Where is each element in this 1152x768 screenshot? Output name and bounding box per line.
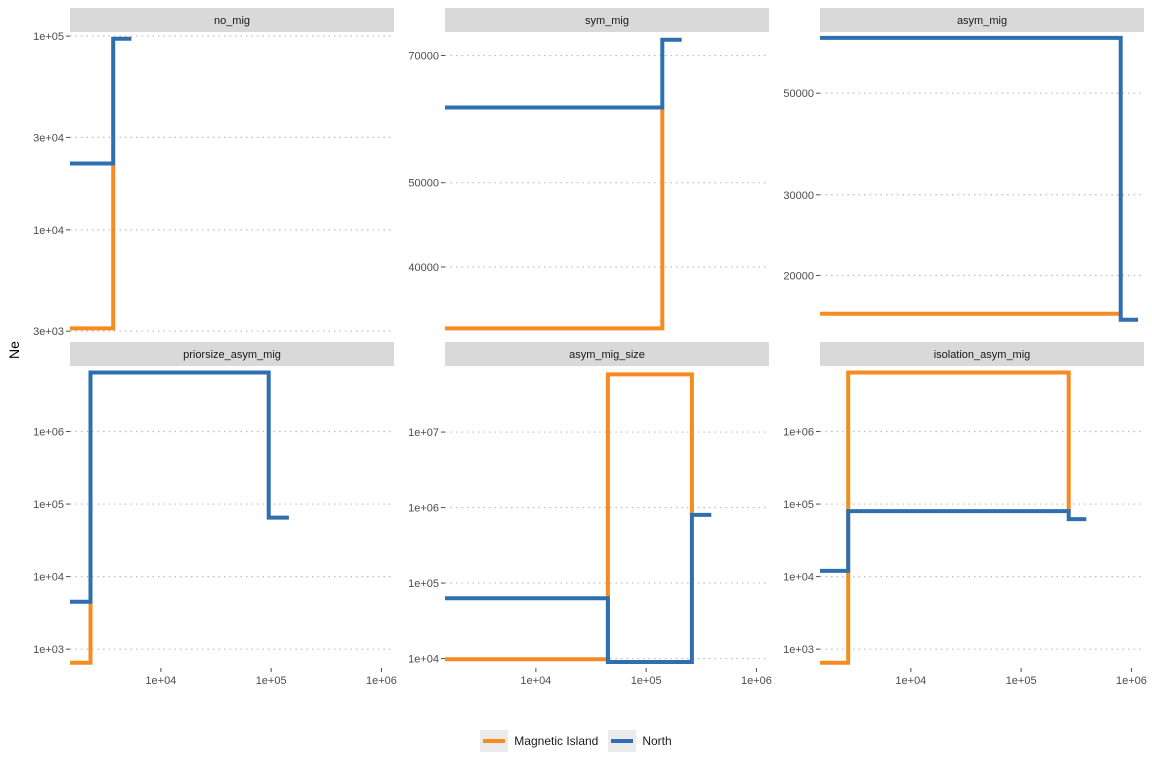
y-tick-label: 1e+05 (33, 31, 64, 43)
y-tick-label: 1e+03 (783, 644, 814, 656)
facet-strip-no-mig (70, 8, 394, 32)
y-tick-label: 1e+06 (783, 427, 814, 439)
legend-label-magnetic-island: Magnetic Island (514, 734, 599, 748)
y-tick-label: 1e+05 (783, 499, 814, 511)
y-tick-label: 1e+03 (33, 644, 64, 656)
legend-key-magnetic-island (480, 730, 509, 752)
facet-title-isolation-asym-mig: isolation_asym_mig (934, 349, 1031, 361)
y-tick-label: 30000 (783, 190, 814, 202)
legend-label-north: North (642, 734, 672, 748)
y-tick-label: 1e+04 (33, 225, 64, 237)
y-tick-label: 3e+03 (33, 326, 64, 338)
facet-strip-isolation-asym-mig (820, 342, 1144, 366)
x-tick-label: 1e+04 (520, 675, 551, 687)
y-tick-label: 1e+07 (408, 427, 439, 439)
y-tick-label: 20000 (783, 270, 814, 282)
x-tick-label: 1e+05 (631, 675, 662, 687)
series-line-magnetic-island (70, 163, 116, 331)
series-line-north (445, 512, 712, 664)
legend-item-north: North (608, 730, 672, 752)
y-tick-label: 1e+06 (408, 503, 439, 515)
facet-strip-asym-mig (820, 8, 1144, 32)
y-tick-label: 3e+04 (33, 132, 64, 144)
series-line-north (445, 37, 682, 110)
x-tick-label: 1e+06 (741, 675, 772, 687)
facet-title-asym-mig: asym_mig (957, 15, 1007, 27)
y-tick-label: 50000 (408, 178, 439, 190)
y-tick-label: 1e+05 (33, 499, 64, 511)
y-tick-label: 1e+05 (408, 578, 439, 590)
series-line-magnetic-island (820, 370, 1071, 665)
y-tick-label: 70000 (408, 51, 439, 63)
legend-item-magnetic-island: Magnetic Island (480, 730, 598, 752)
x-tick-label: 1e+06 (1116, 675, 1147, 687)
legend: Magnetic Island North (0, 728, 1152, 754)
facet-strip-sym-mig (445, 8, 769, 32)
series-line-north (70, 36, 132, 166)
series-line-north (820, 35, 1139, 322)
facet-strip-priorsize-asym-mig (70, 342, 394, 366)
series-line-magnetic-island (70, 601, 93, 665)
facet-title-asym-mig-size: asym_mig_size (569, 349, 645, 361)
series-line-magnetic-island (445, 107, 665, 331)
facet-title-no-mig: no_mig (214, 15, 250, 27)
facet-strip-asym-mig-size (445, 342, 769, 366)
x-tick-label: 1e+05 (256, 675, 287, 687)
x-tick-label: 1e+06 (366, 675, 397, 687)
series-line-north (70, 370, 289, 604)
y-tick-label: 1e+06 (33, 427, 64, 439)
x-tick-label: 1e+04 (145, 675, 176, 687)
series-line-north (820, 509, 1087, 573)
x-tick-label: 1e+04 (895, 675, 926, 687)
y-tick-label: 50000 (783, 88, 814, 100)
x-tick-label: 1e+05 (1006, 675, 1037, 687)
y-tick-label: 1e+04 (783, 572, 814, 584)
y-axis-title: Ne (6, 341, 22, 359)
y-tick-label: 1e+04 (33, 572, 64, 584)
series-line-magnetic-island (445, 372, 694, 662)
facet-title-sym-mig: sym_mig (585, 15, 629, 27)
legend-key-north (608, 730, 637, 752)
y-tick-label: 40000 (408, 262, 439, 274)
facet-title-priorsize-asym-mig: priorsize_asym_mig (183, 349, 281, 361)
y-tick-label: 1e+04 (408, 654, 439, 666)
